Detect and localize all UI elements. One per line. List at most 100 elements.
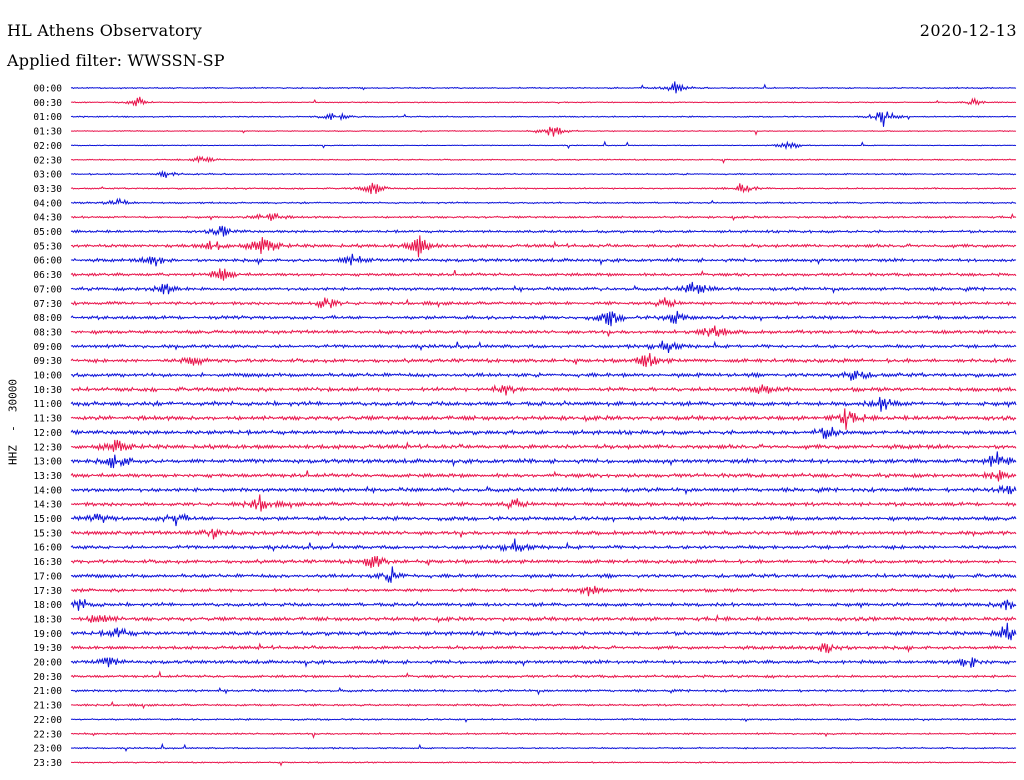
trace-row [71,494,1017,512]
trace-row [70,340,1017,353]
time-tick-label: 06:00 [33,256,62,267]
time-tick-label: 14:30 [33,500,62,511]
time-tick-label: 01:30 [33,127,62,138]
time-tick-label: 04:00 [33,198,62,209]
trace-row [70,325,1017,337]
trace-row [70,169,1017,178]
time-tick-label: 19:30 [33,643,62,654]
time-tick-label: 10:00 [33,371,62,382]
time-tick-label: 13:30 [33,471,62,482]
time-tick-label: 01:00 [33,112,62,123]
time-tick-label: 16:00 [33,543,62,554]
trace-row [70,370,1017,381]
time-tick-label: 14:00 [33,485,62,496]
filter-label: Applied filter: WWSSN-SP [7,51,225,70]
time-tick-label: 12:30 [33,442,62,453]
trace-row [70,700,1017,710]
trace-row [70,396,1017,412]
trace-row [70,310,1017,327]
trace-row [70,732,1017,740]
trace-row [70,197,1017,206]
trace-row [70,556,1017,569]
time-tick-label: 22:30 [33,729,62,740]
trace-row [70,81,1017,94]
trace-row [70,670,1017,679]
trace-row [71,761,1017,767]
time-tick-label: 21:00 [33,686,62,697]
time-tick-label: 11:00 [33,399,62,410]
time-tick-label: 18:30 [33,614,62,625]
time-tick-label: 21:30 [33,701,62,712]
time-tick-label: 03:30 [33,184,62,195]
trace-row [70,408,1017,430]
trace-row [70,111,1017,127]
trace-row [70,613,1017,624]
time-tick-labels: 00:00 00:30 01:00 01:30 02:00 02:30 03:00 03:30… [33,84,62,769]
trace-row [70,140,1017,151]
time-tick-label: 17:00 [33,571,62,582]
time-tick-label: 19:00 [33,629,62,640]
trace-row [70,686,1017,696]
time-tick-label: 09:00 [33,342,62,353]
trace-row [70,528,1017,540]
trace-row [70,383,1017,396]
time-tick-label: 12:00 [33,428,62,439]
time-tick-label: 13:00 [33,457,62,468]
time-tick-label: 05:00 [33,227,62,238]
trace-row [70,297,1017,309]
trace-row [70,155,1017,164]
trace-row [70,212,1017,222]
trace-row [70,182,1017,195]
trace-row [70,566,1017,583]
time-tick-label: 15:00 [33,514,62,525]
trace-row [70,225,1017,237]
trace-row [70,451,1017,469]
time-tick-label: 09:30 [33,356,62,367]
time-tick-label: 04:30 [33,213,62,224]
time-tick-label: 23:30 [33,758,62,769]
trace-row [70,268,1017,281]
trace-row [70,439,1017,452]
time-tick-label: 11:30 [33,414,62,425]
trace-row [70,281,1017,295]
trace-row [70,253,1017,267]
trace-row [70,96,1017,107]
time-tick-label: 08:30 [33,327,62,338]
trace-row [70,469,1017,482]
trace-row [70,353,1017,368]
station-title: HL Athens Observatory [7,21,202,40]
trace-row [70,657,1017,668]
time-tick-label: 20:30 [33,672,62,683]
time-tick-label: 03:00 [33,170,62,181]
trace-row [70,717,1017,723]
time-tick-label: 18:00 [33,600,62,611]
time-tick-label: 15:30 [33,528,62,539]
time-tick-label: 23:00 [33,744,62,755]
time-tick-label: 16:30 [33,557,62,568]
time-tick-label: 07:30 [33,299,62,310]
seismic-traces [70,81,1017,767]
time-tick-label: 05:30 [33,241,62,252]
date-label: 2020-12-13 [919,21,1017,40]
time-tick-label: 00:00 [33,84,62,95]
trace-row [70,742,1017,753]
time-tick-label: 06:30 [33,270,62,281]
trace-row [70,235,1017,258]
trace-row [70,642,1017,654]
trace-row [70,484,1017,496]
trace-row [70,126,1017,137]
time-tick-label: 02:00 [33,141,62,152]
trace-row [70,585,1017,597]
trace-row [70,538,1017,553]
time-tick-label: 22:00 [33,715,62,726]
trace-row [70,599,1017,611]
time-tick-label: 10:30 [33,385,62,396]
trace-row [70,426,1017,440]
time-tick-label: 08:00 [33,313,62,324]
trace-row [70,512,1017,527]
time-tick-label: 17:30 [33,586,62,597]
trace-row [70,622,1017,641]
time-tick-label: 02:30 [33,155,62,166]
time-tick-label: 07:00 [33,284,62,295]
